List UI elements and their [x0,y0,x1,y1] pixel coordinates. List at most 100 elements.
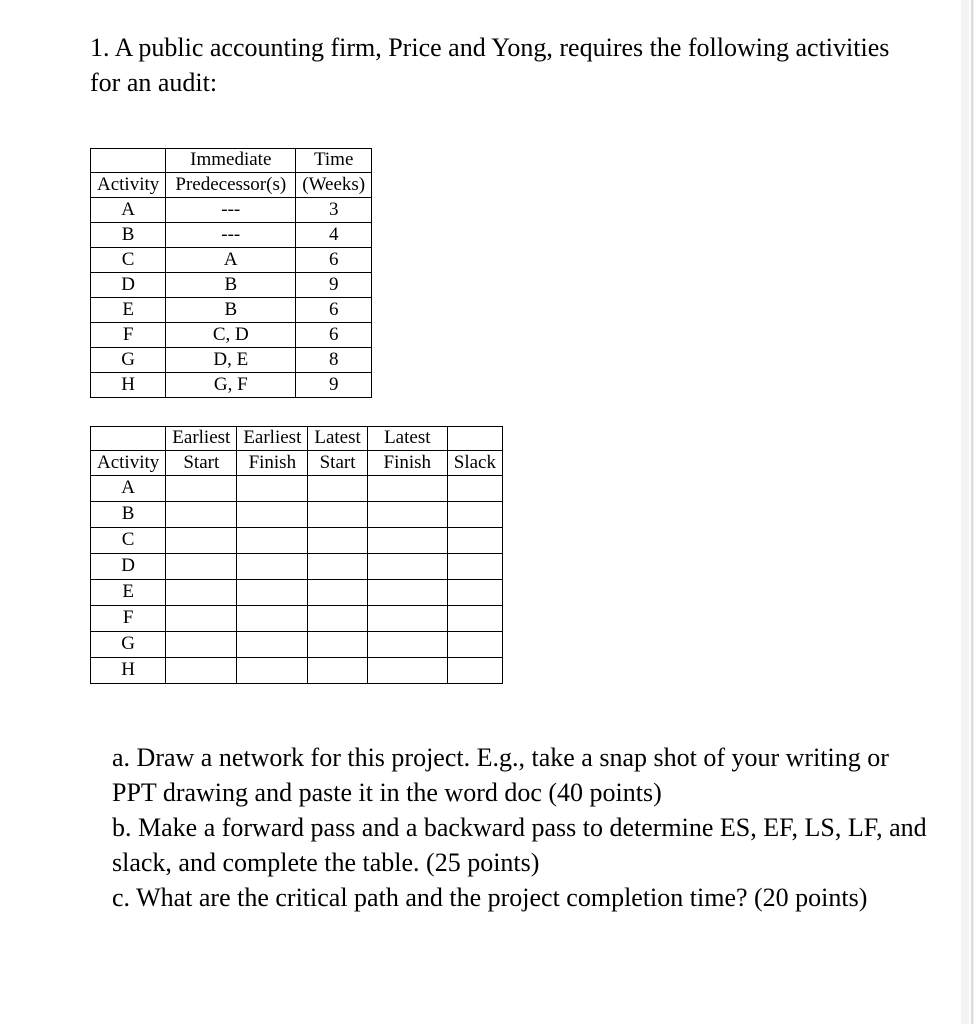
t2-act: C [91,527,166,553]
t1-pred: D, E [166,348,296,373]
t2-cell [237,553,308,579]
t1-act: F [91,323,166,348]
t2-cell [237,527,308,553]
part-b-text: b. Make a forward pass and a backward pa… [112,810,930,880]
t2-cell [308,631,367,657]
table-row: A---3 [91,198,372,223]
table-row: F [91,605,503,631]
table-row: B---4 [91,223,372,248]
t2-cell [367,605,447,631]
t1-act: A [91,198,166,223]
t2-act: F [91,605,166,631]
t2-cell [367,501,447,527]
table-row: H [91,657,503,683]
t1-act: E [91,298,166,323]
t2-act: G [91,631,166,657]
t1-time: 4 [296,223,372,248]
t2-cell [447,553,502,579]
part-c-text: c. What are the critical path and the pr… [112,880,930,915]
schedule-table: Earliest Earliest Latest Latest Activity… [90,426,503,684]
t1-pred: C, D [166,323,296,348]
t1-pred: A [166,248,296,273]
t2-h2-finish2: Finish [367,450,447,475]
t2-cell [237,501,308,527]
t1-pred: --- [166,198,296,223]
t1-pred: --- [166,223,296,248]
t2-cell [308,657,367,683]
t1-act: D [91,273,166,298]
t2-cell [367,527,447,553]
t1-h-time: Time [296,149,372,173]
t2-cell [166,631,237,657]
table-row: EB6 [91,298,372,323]
t2-cell [308,501,367,527]
t2-cell [367,553,447,579]
t2-cell [367,631,447,657]
t2-cell [237,631,308,657]
t2-cell [447,657,502,683]
t2-cell [447,475,502,501]
t1-act: B [91,223,166,248]
question-intro-text: 1. A public accounting firm, Price and Y… [90,30,910,100]
t1-act: C [91,248,166,273]
t2-cell [237,579,308,605]
t2-h-blank1 [91,427,166,451]
table-row: E [91,579,503,605]
t1-time: 8 [296,348,372,373]
t1-h-activity-blank [91,149,166,173]
t2-cell [367,579,447,605]
t1-time: 3 [296,198,372,223]
t2-cell [166,657,237,683]
t2-cell [447,631,502,657]
subquestions: a. Draw a network for this project. E.g.… [90,740,930,915]
t1-h2-predecessor: Predecessor(s) [166,173,296,198]
t2-act: D [91,553,166,579]
t2-h-earliest2: Earliest [237,427,308,451]
table-row: HG, F9 [91,373,372,398]
t2-h2-activity: Activity [91,450,166,475]
t1-h2-activity: Activity [91,173,166,198]
table-row: GD, E8 [91,348,372,373]
t1-time: 9 [296,273,372,298]
t2-cell [166,605,237,631]
t2-h-latest1: Latest [308,427,367,451]
page-edge-decoration [961,0,979,1024]
t2-cell [166,579,237,605]
t2-cell [237,605,308,631]
t2-h-latest2: Latest [367,427,447,451]
t2-h-earliest1: Earliest [166,427,237,451]
t1-time: 9 [296,373,372,398]
t1-pred: G, F [166,373,296,398]
t1-h-immediate: Immediate [166,149,296,173]
t1-pred: B [166,298,296,323]
t2-cell [166,501,237,527]
t2-cell [308,579,367,605]
t2-h2-finish: Finish [237,450,308,475]
t2-cell [308,605,367,631]
t2-cell [367,657,447,683]
t2-act: A [91,475,166,501]
t2-cell [447,527,502,553]
t2-cell [447,579,502,605]
t2-h-blank2 [447,427,502,451]
t2-cell [237,475,308,501]
table-row: DB9 [91,273,372,298]
t2-h2-slack: Slack [447,450,502,475]
t1-act: H [91,373,166,398]
t2-cell [447,605,502,631]
t2-cell [237,657,308,683]
t2-act: E [91,579,166,605]
t1-time: 6 [296,298,372,323]
t1-time: 6 [296,248,372,273]
t2-cell [166,527,237,553]
t2-act: H [91,657,166,683]
t2-cell [166,475,237,501]
t2-cell [308,553,367,579]
t2-act: B [91,501,166,527]
t1-time: 6 [296,323,372,348]
table-row: FC, D6 [91,323,372,348]
t2-cell [166,553,237,579]
t1-act: G [91,348,166,373]
activities-table: Immediate Time Activity Predecessor(s) (… [90,148,372,398]
t1-pred: B [166,273,296,298]
